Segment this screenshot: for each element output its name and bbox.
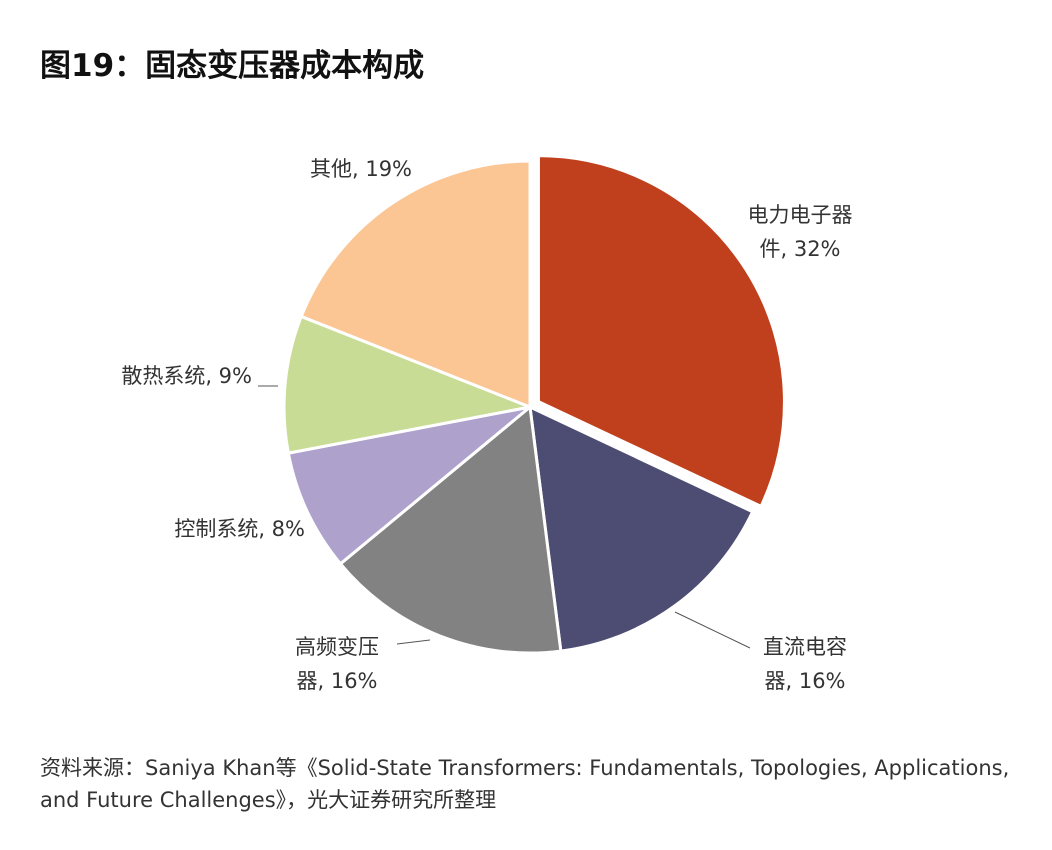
leader-line-dc-capacitor bbox=[674, 611, 751, 649]
slice-label-line: 控制系统, 8% bbox=[174, 517, 305, 541]
slice-label-dc-capacitor: 直流电容器, 16% bbox=[763, 635, 847, 693]
source-note: 资料来源：Saniya Khan等《Solid-State Transforme… bbox=[40, 756, 1010, 812]
slice-label-power-electronics: 电力电子器件, 32% bbox=[748, 203, 853, 261]
slice-label-line: 其他, 19% bbox=[310, 157, 412, 181]
figure-title: 图19：固态变压器成本构成 bbox=[40, 48, 425, 84]
slice-label-other: 其他, 19% bbox=[310, 157, 412, 181]
slice-label-line: 器, 16% bbox=[764, 669, 845, 693]
pie-slice-hf-transformer bbox=[338, 405, 563, 655]
pie-slice-other bbox=[299, 159, 532, 409]
slice-label-line: 电力电子器 bbox=[748, 203, 853, 227]
pie-slice-control-system bbox=[286, 405, 532, 566]
pie-slice-cooling-system bbox=[282, 314, 532, 455]
pie-slice-power-electronics bbox=[536, 154, 786, 508]
slice-label-control-system: 控制系统, 8% bbox=[174, 517, 305, 541]
slice-label-line: 件, 32% bbox=[759, 237, 840, 261]
leader-line-hf-transformer bbox=[396, 639, 431, 645]
slice-label-line: 散热系统, 9% bbox=[121, 364, 252, 388]
slice-label-line: 器, 16% bbox=[296, 669, 377, 693]
slice-label-line: 高频变压 bbox=[295, 635, 379, 659]
slice-label-cooling-system: 散热系统, 9% bbox=[121, 364, 252, 388]
slice-label-hf-transformer: 高频变压器, 16% bbox=[295, 635, 379, 693]
pie-slice-dc-capacitor bbox=[528, 405, 755, 653]
slice-label-line: 直流电容 bbox=[763, 635, 847, 659]
